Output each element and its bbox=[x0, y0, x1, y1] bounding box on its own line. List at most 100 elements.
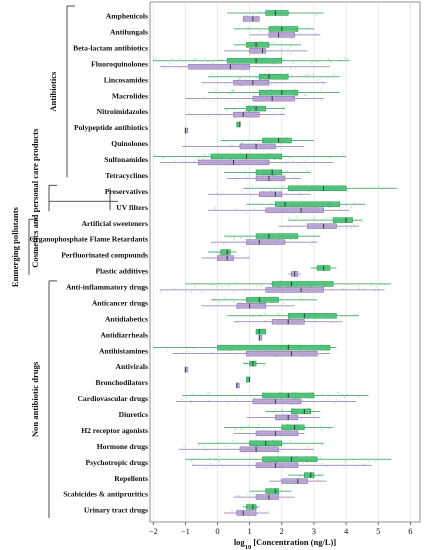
jitter-point bbox=[375, 285, 378, 288]
box-series bbox=[153, 10, 398, 516]
jitter-point bbox=[346, 393, 348, 396]
jitter-point bbox=[294, 67, 297, 69]
jitter-point bbox=[350, 227, 352, 230]
jitter-point bbox=[206, 391, 209, 394]
category-label: Psychotropic drugs bbox=[85, 458, 148, 467]
jitter-point bbox=[333, 402, 336, 405]
category-label: Diuretics bbox=[119, 410, 148, 419]
jitter-point bbox=[188, 351, 191, 353]
jitter-point bbox=[289, 52, 292, 55]
category-label: Antidiabetics bbox=[105, 314, 148, 323]
jitter-point bbox=[342, 152, 345, 155]
jitter-point bbox=[328, 156, 331, 159]
jitter-point bbox=[319, 78, 321, 80]
jitter-point bbox=[357, 395, 360, 398]
jitter-point bbox=[161, 157, 164, 159]
green-box bbox=[275, 201, 340, 207]
jitter-point bbox=[211, 465, 214, 467]
jitter-point bbox=[173, 159, 176, 162]
jitter-point bbox=[286, 169, 288, 172]
green-box bbox=[262, 137, 292, 144]
jitter-point bbox=[384, 284, 387, 287]
jitter-point bbox=[344, 56, 347, 59]
category-label: Fluoroquinolones bbox=[91, 59, 148, 68]
jitter-point bbox=[242, 428, 244, 431]
x-axis-title-post: [Concentration (ng/L)] bbox=[251, 537, 336, 547]
jitter-point bbox=[319, 456, 322, 459]
jitter-point bbox=[381, 188, 383, 191]
jitter-point bbox=[204, 466, 207, 469]
jitter-point bbox=[317, 355, 320, 358]
jitter-point bbox=[290, 67, 293, 70]
jitter-point bbox=[232, 90, 235, 93]
green-box bbox=[287, 313, 337, 319]
jitter-point bbox=[287, 226, 289, 229]
jitter-point bbox=[208, 457, 211, 459]
jitter-point bbox=[186, 396, 188, 399]
jitter-point bbox=[163, 156, 166, 159]
category-label: Organophosphate Flame Retardants bbox=[29, 235, 148, 244]
jitter-point bbox=[243, 361, 246, 364]
purple-box bbox=[265, 287, 324, 293]
jitter-point bbox=[239, 427, 242, 430]
jitter-point bbox=[308, 74, 310, 77]
jitter-point bbox=[237, 254, 240, 257]
jitter-point bbox=[234, 207, 237, 210]
category-label: Tetracyclines bbox=[105, 171, 148, 180]
jitter-point bbox=[183, 445, 185, 448]
purple-box bbox=[249, 48, 267, 54]
jitter-point bbox=[274, 189, 276, 192]
jitter-point bbox=[312, 73, 315, 76]
jitter-point bbox=[316, 61, 318, 64]
category-label: Amphenicols bbox=[106, 12, 148, 21]
jitter-point bbox=[190, 460, 193, 463]
jitter-point bbox=[218, 460, 220, 463]
jitter-point bbox=[304, 159, 307, 162]
purple-box bbox=[265, 207, 324, 213]
jitter-point bbox=[239, 77, 242, 80]
category-label: Lincosamides bbox=[104, 75, 148, 84]
jitter-point bbox=[279, 478, 282, 481]
jitter-point bbox=[256, 427, 259, 430]
jitter-point bbox=[229, 144, 232, 146]
jitter-point bbox=[208, 392, 211, 395]
jitter-point bbox=[211, 62, 214, 64]
category-label: Cardiovascular drugs bbox=[77, 394, 148, 403]
jitter-point bbox=[282, 195, 285, 198]
jitter-point bbox=[155, 57, 157, 59]
jitter-point bbox=[374, 460, 377, 463]
purple-box bbox=[307, 223, 337, 229]
category-label: Antivirals bbox=[116, 362, 149, 371]
jitter-point bbox=[313, 217, 316, 219]
group-label: Cosmetics and personal care products bbox=[30, 128, 40, 268]
jitter-point bbox=[259, 30, 262, 33]
jitter-point bbox=[247, 255, 249, 258]
jitter-point bbox=[240, 237, 242, 239]
jitter-point bbox=[218, 301, 220, 303]
jitter-point bbox=[362, 463, 365, 466]
jitter-point bbox=[251, 184, 254, 187]
green-box bbox=[220, 249, 231, 255]
jitter-point bbox=[321, 429, 324, 432]
jitter-point bbox=[218, 114, 221, 117]
jitter-point bbox=[247, 465, 250, 468]
jitter-point bbox=[260, 11, 262, 13]
jitter-point bbox=[244, 110, 246, 113]
jitter-point bbox=[327, 427, 330, 430]
jitter-point bbox=[287, 159, 289, 162]
jitter-point bbox=[302, 462, 304, 465]
jitter-point bbox=[282, 106, 285, 109]
jitter-point bbox=[233, 300, 236, 303]
jitter-point bbox=[321, 354, 324, 357]
jitter-point bbox=[330, 216, 333, 219]
x-axis-title-pre: log bbox=[234, 537, 246, 547]
category-label: Sulfonamides bbox=[104, 155, 148, 164]
jitter-point bbox=[305, 169, 308, 172]
jitter-point bbox=[246, 493, 249, 496]
jitter-point bbox=[190, 399, 192, 402]
jitter-point bbox=[320, 99, 323, 102]
jitter-point bbox=[211, 73, 213, 75]
jitter-point bbox=[304, 223, 307, 226]
jitter-point bbox=[209, 462, 211, 465]
